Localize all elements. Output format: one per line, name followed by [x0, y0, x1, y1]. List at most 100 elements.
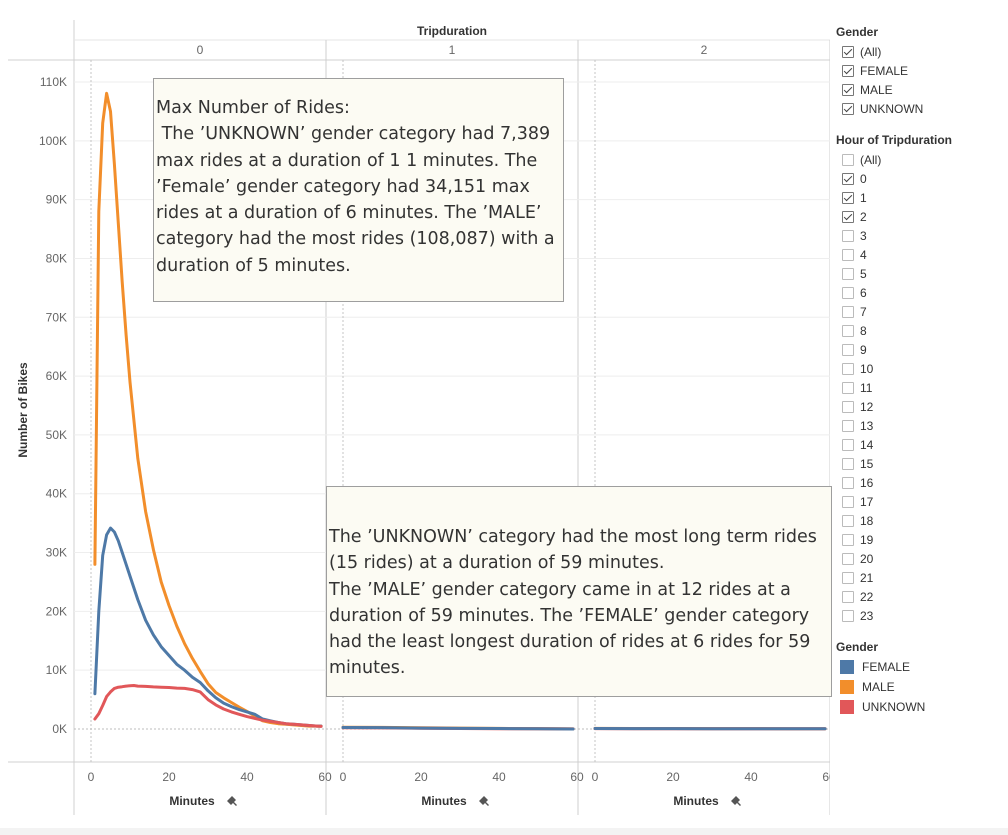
annotation-long-term-rides: The ’UNKNOWN’ category had the most long…	[326, 486, 832, 697]
checkbox-unchecked-icon[interactable]	[842, 533, 854, 546]
checkbox-unchecked-icon[interactable]	[842, 590, 854, 603]
checkbox-unchecked-icon[interactable]	[842, 343, 854, 356]
hour-filter-option[interactable]: 4	[836, 245, 1006, 264]
checkbox-unchecked-icon[interactable]	[842, 305, 854, 318]
panel-header: 2	[701, 43, 708, 57]
x-axis-title-group: Minutes	[673, 794, 741, 808]
y-axis-title: Number of Bikes	[16, 362, 30, 458]
x-tick-label: 0	[88, 770, 95, 784]
hour-filter-option[interactable]: 12	[836, 397, 1006, 416]
checkbox-checked-icon[interactable]	[842, 191, 854, 204]
hour-filter-option[interactable]: 6	[836, 283, 1006, 302]
hour-filter-option[interactable]: 5	[836, 264, 1006, 283]
hour-filter-option[interactable]: 13	[836, 416, 1006, 435]
gender-filter-option[interactable]: UNKNOWN	[836, 99, 1006, 118]
checkbox-checked-icon[interactable]	[842, 102, 854, 115]
hour-filter-option[interactable]: 10	[836, 359, 1006, 378]
checkbox-unchecked-icon[interactable]	[842, 324, 854, 337]
y-tick-label: 30K	[46, 546, 67, 560]
hour-filter-option[interactable]: 21	[836, 568, 1006, 587]
hour-filter-option[interactable]: 9	[836, 340, 1006, 359]
gender-filter-option[interactable]: FEMALE	[836, 61, 1006, 80]
legend-swatch	[840, 660, 854, 674]
checkbox-unchecked-icon[interactable]	[842, 457, 854, 470]
gender-filter-option-label: UNKNOWN	[860, 101, 924, 116]
annotation-max-rides: Max Number of Rides: The ’UNKNOWN’ gende…	[153, 78, 564, 302]
legend-item-label: MALE	[862, 680, 895, 694]
hour-filter-option-label: 15	[860, 456, 874, 471]
checkbox-unchecked-icon[interactable]	[842, 381, 854, 394]
hour-filter-option[interactable]: 1	[836, 188, 1006, 207]
hour-filter-option-label: 6	[860, 285, 867, 300]
hour-filter-option-label: 12	[860, 399, 874, 414]
x-tick-label: 0	[340, 770, 347, 784]
color-legend: Gender FEMALE MALE UNKNOWN	[836, 638, 1006, 717]
checkbox-unchecked-icon[interactable]	[842, 495, 854, 508]
hour-filter-option[interactable]: 16	[836, 473, 1006, 492]
checkbox-checked-icon[interactable]	[842, 64, 854, 77]
checkbox-unchecked-icon[interactable]	[842, 286, 854, 299]
checkbox-unchecked-icon[interactable]	[842, 514, 854, 527]
hour-filter-option[interactable]: 2	[836, 207, 1006, 226]
series-line-female	[93, 526, 323, 728]
checkbox-unchecked-icon[interactable]	[842, 476, 854, 489]
hour-filter-option[interactable]: 14	[836, 435, 1006, 454]
checkbox-unchecked-icon[interactable]	[842, 267, 854, 280]
checkbox-checked-icon[interactable]	[842, 210, 854, 223]
checkbox-unchecked-icon[interactable]	[842, 609, 854, 622]
hour-filter-option-label: 5	[860, 266, 867, 281]
checkbox-checked-icon[interactable]	[842, 83, 854, 96]
checkbox-unchecked-icon[interactable]	[842, 362, 854, 375]
gender-filter-option-label: MALE	[860, 82, 893, 97]
column-header: Tripduration	[417, 24, 487, 38]
hour-filter-option-label: 21	[860, 570, 874, 585]
panel-header: 1	[449, 43, 456, 57]
hour-filter-option[interactable]: 8	[836, 321, 1006, 340]
checkbox-unchecked-icon[interactable]	[842, 438, 854, 451]
hour-filter-option-label: 4	[860, 247, 867, 262]
bottom-scroll-strip	[0, 828, 1008, 835]
hour-filter-option[interactable]: 19	[836, 530, 1006, 549]
checkbox-unchecked-icon[interactable]	[842, 419, 854, 432]
checkbox-unchecked-icon[interactable]	[842, 153, 854, 166]
hour-filter-option[interactable]: 7	[836, 302, 1006, 321]
x-tick-label: 20	[666, 770, 680, 784]
hour-filter-option[interactable]: 17	[836, 492, 1006, 511]
hour-filter-option[interactable]: (All)	[836, 150, 1006, 169]
checkbox-unchecked-icon[interactable]	[842, 571, 854, 584]
y-tick-label: 90K	[46, 193, 67, 207]
series-line-female	[341, 726, 575, 731]
checkbox-unchecked-icon[interactable]	[842, 229, 854, 242]
checkbox-unchecked-icon[interactable]	[842, 400, 854, 413]
hour-filter-option[interactable]: 3	[836, 226, 1006, 245]
checkbox-checked-icon[interactable]	[842, 45, 854, 58]
x-axis-title-group: Minutes	[169, 794, 237, 808]
gender-filter-option[interactable]: (All)	[836, 42, 1006, 61]
legend-item-label: FEMALE	[862, 660, 911, 674]
hour-filter-option[interactable]: 22	[836, 587, 1006, 606]
hour-filter-option[interactable]: 15	[836, 454, 1006, 473]
legend-item[interactable]: UNKNOWN	[836, 697, 1006, 717]
x-axis-title: Minutes	[169, 794, 215, 808]
x-tick-label: 60	[570, 770, 584, 784]
hour-filter-option[interactable]: 0	[836, 169, 1006, 188]
hour-filter-option[interactable]: 18	[836, 511, 1006, 530]
legend-item[interactable]: FEMALE	[836, 657, 1006, 677]
gender-filter-option[interactable]: MALE	[836, 80, 1006, 99]
series-line-unknown	[93, 684, 323, 728]
checkbox-unchecked-icon[interactable]	[842, 248, 854, 261]
hour-filter-option-label: 20	[860, 551, 874, 566]
hour-filter-option[interactable]: 23	[836, 606, 1006, 625]
y-tick-label: 0K	[52, 722, 67, 736]
hour-filter-option-label: 10	[860, 361, 874, 376]
hour-filter-option-label: 13	[860, 418, 874, 433]
checkbox-unchecked-icon[interactable]	[842, 552, 854, 565]
hour-filter-option[interactable]: 20	[836, 549, 1006, 568]
y-tick-label: 50K	[46, 428, 67, 442]
hour-filter-option-label: 3	[860, 228, 867, 243]
x-tick-label: 20	[162, 770, 176, 784]
legend-item[interactable]: MALE	[836, 677, 1006, 697]
hour-filter-option[interactable]: 11	[836, 378, 1006, 397]
hour-filter-option-label: 22	[860, 589, 874, 604]
checkbox-checked-icon[interactable]	[842, 172, 854, 185]
